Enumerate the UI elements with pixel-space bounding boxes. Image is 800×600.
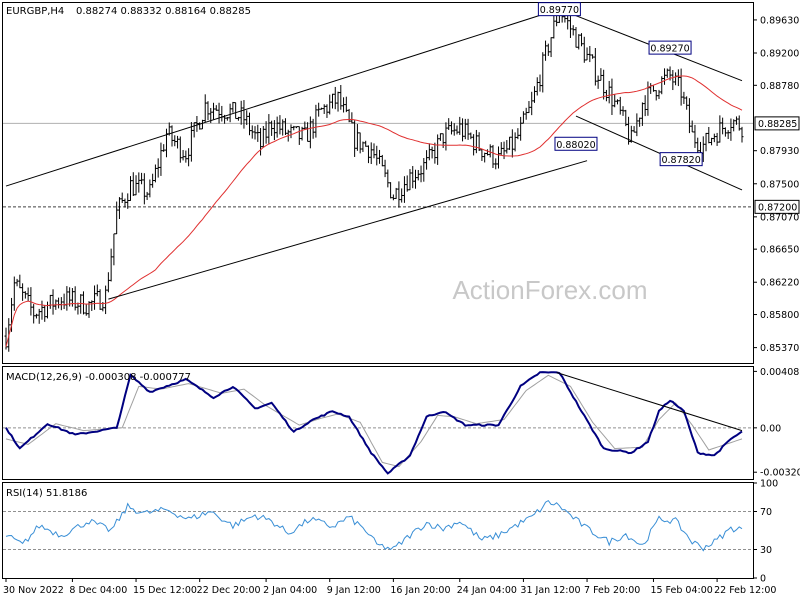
price-axis-tick-label: 0.86650 [760, 245, 799, 256]
trend-channel-line [5, 8, 560, 187]
time-axis-tick-label: 30 Nov 2022 [3, 585, 64, 596]
rsi-axis-tick-label: 30 [760, 545, 772, 556]
rsi-axis-tick-label: 100 [760, 479, 778, 490]
rsi-panel-frame [2, 482, 754, 579]
price-label-box [648, 40, 692, 55]
rsi-line [5, 499, 743, 552]
time-axis-tick-label: 8 Dec 04:00 [69, 585, 127, 596]
price-axis-tick-label: 0.87070 [760, 212, 799, 223]
price-axis-tick-label: 0.85800 [760, 310, 799, 321]
price-axis-tick-label: 0.86220 [760, 278, 799, 289]
support-value-box [754, 199, 800, 214]
main-panel-frame [2, 2, 754, 364]
chart-symbol-title: EURGBP,H4 [6, 6, 64, 17]
rsi-axis-tick-label: 0 [760, 574, 766, 585]
axis-layer: 0.89630 0.89200 0.88780 0.87930 0.87500 0.870… [3, 15, 800, 596]
price-label: 0.88020 [556, 140, 595, 151]
rsi-title: RSI(14) 51.8186 [6, 488, 87, 499]
price-axis-tick-label: 0.87930 [760, 146, 799, 157]
macd-axis-tick-label: 0.004083 [760, 367, 800, 378]
price-axis-tick-label: 0.89630 [760, 15, 799, 26]
time-axis-tick-label: 15 Feb 04:00 [650, 585, 712, 596]
chart-ohlc-values: 0.88274 0.88332 0.88164 0.88285 [76, 6, 251, 17]
price-axis-tick-label: 0.87500 [760, 179, 799, 190]
macd-layer [3, 371, 753, 475]
price-layer: 0.89770 0.89270 0.88020 0.87820 [3, 2, 753, 352]
moving-average-line [5, 75, 743, 347]
macd-axis-tick-label: -0.003209 [760, 468, 800, 479]
time-axis-tick-label: 15 Dec 12:00 [133, 585, 197, 596]
time-axis-tick-label: 16 Jan 20:00 [390, 585, 450, 596]
time-axis-tick-label: 24 Jan 04:00 [457, 585, 517, 596]
time-axis-tick-label: 22 Dec 20:00 [197, 585, 261, 596]
current-price-box-label: 0.88285 [758, 119, 797, 130]
rsi-layer [3, 499, 753, 552]
time-axis-tick-label: 31 Jan 12:00 [520, 585, 580, 596]
support-value-box-label: 0.87200 [758, 202, 797, 213]
price-axis-tick-label: 0.89200 [760, 49, 799, 60]
price-label: 0.89270 [650, 44, 689, 55]
trend-channel-line [108, 160, 588, 300]
price-axis-tick-label: 0.85370 [760, 343, 799, 354]
macd-trend-line [556, 372, 743, 432]
macd-signal-line [5, 374, 743, 468]
macd-axis-tick-label: 0.00 [760, 423, 781, 434]
macd-title: MACD(12,26,9) -0.000308 -0.000777 [6, 372, 191, 383]
price-label-box [537, 2, 581, 17]
rsi-axis-tick-label: 70 [760, 507, 772, 518]
price-label-box [554, 136, 598, 151]
time-axis-tick-label: 7 Feb 20:00 [584, 585, 640, 596]
watermark: ActionForex.com [452, 275, 647, 305]
time-axis-tick-label: 2 Jan 04:00 [263, 585, 317, 596]
price-axis-tick-label: 0.88780 [760, 81, 799, 92]
trend-channel-line [575, 115, 743, 191]
macd-line [5, 371, 743, 475]
time-axis-tick-label: 22 Feb 12:00 [714, 585, 776, 596]
price-label: 0.87820 [661, 155, 700, 166]
price-label: 0.89770 [540, 5, 579, 16]
current-price-box [754, 116, 800, 131]
price-label-box [659, 152, 703, 167]
time-axis-tick-label: 9 Jan 12:00 [327, 585, 381, 596]
